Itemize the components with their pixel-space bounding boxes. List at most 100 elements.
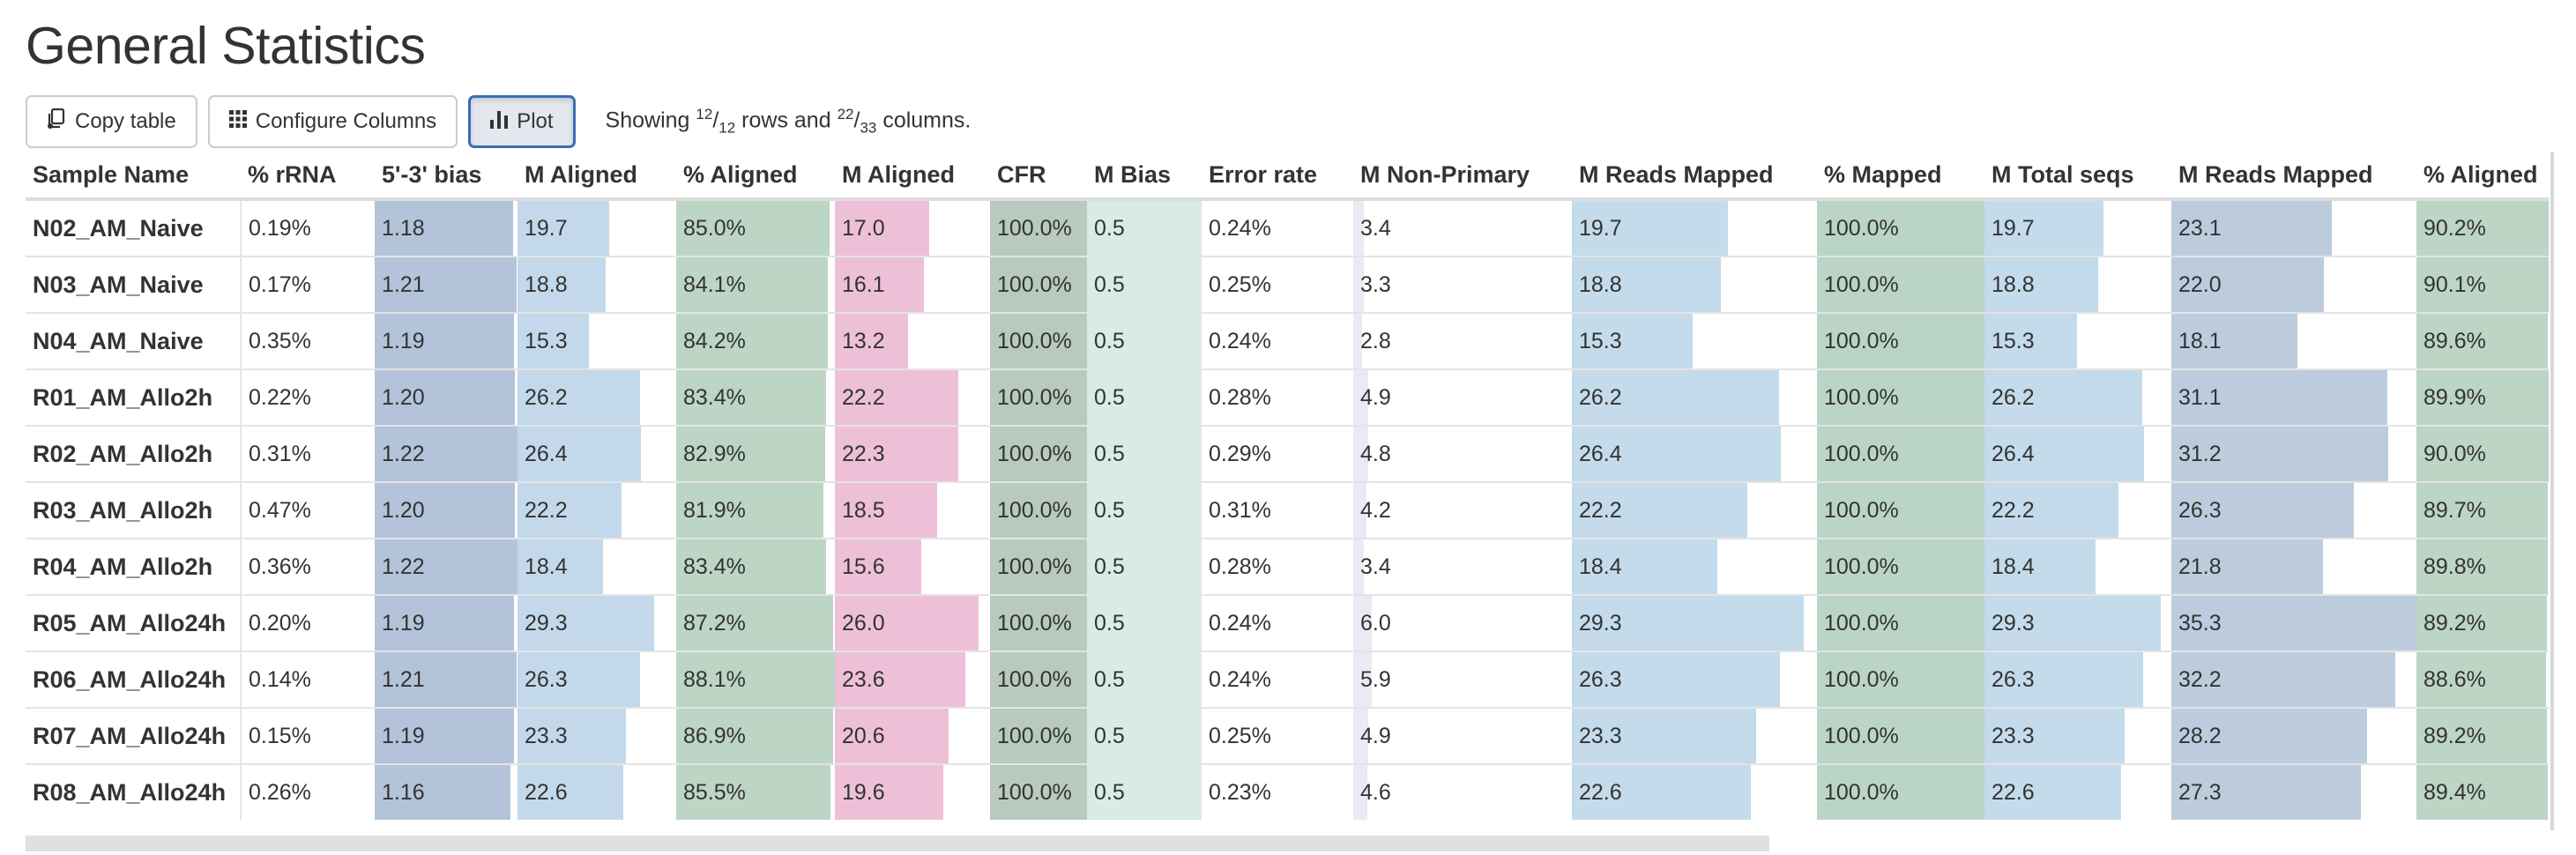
cell-value: 100.0%: [997, 779, 1072, 805]
column-header[interactable]: % Mapped: [1817, 152, 1984, 201]
sample-name-cell[interactable]: R03_AM_Allo2h: [26, 481, 242, 539]
column-header[interactable]: % Aligned: [676, 152, 835, 201]
cell-value: 22.6: [1992, 779, 2035, 805]
configure-columns-button[interactable]: Configure Columns: [207, 95, 458, 148]
value-bar: [1817, 483, 1984, 538]
table-cell: 1.22: [375, 425, 517, 482]
cell-value: 18.8: [1579, 271, 1622, 297]
cell-value: 22.2: [1992, 497, 2035, 523]
cell-value: 0.5: [1094, 497, 1125, 523]
sample-name-cell[interactable]: N02_AM_Naive: [26, 198, 242, 256]
table-cell: 22.6: [1572, 763, 1817, 820]
table-cell: 29.3: [1572, 594, 1817, 651]
vertical-scrollbar[interactable]: [2550, 152, 2554, 830]
table-cell: 0.31%: [241, 425, 375, 482]
cell-value: 0.24%: [1209, 215, 1271, 241]
cell-value: 0.47%: [249, 497, 311, 523]
table-cell: 18.8: [1984, 256, 2171, 313]
value-bar: [1572, 201, 1728, 256]
sample-name-cell[interactable]: R04_AM_Allo2h: [26, 538, 242, 595]
sample-name-cell[interactable]: N04_AM_Naive: [26, 312, 242, 369]
cell-value: 15.6: [842, 554, 885, 579]
value-bar: [835, 201, 929, 256]
value-bar: [375, 652, 517, 707]
cell-value: 84.1%: [683, 271, 746, 297]
cell-value: 23.3: [525, 723, 568, 748]
column-header[interactable]: M Aligned: [835, 152, 990, 201]
horizontal-scrollbar[interactable]: [26, 836, 1769, 851]
sample-name-cell[interactable]: R01_AM_Allo2h: [26, 368, 242, 426]
column-header[interactable]: M Reads Mapped: [2171, 152, 2416, 201]
value-bar: [1353, 257, 1364, 312]
column-header[interactable]: M Total seqs: [1984, 152, 2171, 201]
table-cell: 19.7: [517, 198, 676, 256]
column-header[interactable]: M Non-Primary: [1353, 152, 1572, 201]
value-bar: [990, 427, 1087, 481]
cell-value: 23.3: [1579, 723, 1622, 748]
cell-value: 18.4: [1579, 554, 1622, 579]
column-header[interactable]: % Aligned: [2416, 152, 2549, 201]
cell-value: 85.0%: [683, 215, 746, 241]
value-bar: [835, 370, 958, 425]
value-bar: [2171, 257, 2325, 312]
column-header[interactable]: Sample Name: [26, 152, 241, 201]
column-header[interactable]: M Bias: [1087, 152, 1202, 201]
copy-table-button[interactable]: Copy table: [26, 95, 197, 148]
value-bar: [517, 427, 641, 481]
table-cell: 26.4: [1984, 425, 2171, 482]
value-bar: [1353, 201, 1365, 256]
value-bar: [676, 427, 826, 481]
value-bar: [1572, 370, 1779, 425]
sample-name-cell[interactable]: N03_AM_Naive: [26, 256, 242, 313]
sample-name-cell[interactable]: R06_AM_Allo24h: [26, 651, 242, 708]
value-bar: [1572, 652, 1780, 707]
value-bar: [1984, 257, 2098, 312]
plot-button[interactable]: Plot: [468, 95, 576, 148]
cell-value: 18.5: [842, 497, 885, 523]
column-header[interactable]: 5'-3' bias: [375, 152, 517, 201]
cell-value: 21.8: [2178, 554, 2222, 579]
column-header[interactable]: CFR: [990, 152, 1087, 201]
table-cell: 88.1%: [676, 651, 835, 708]
table-cell: 81.9%: [676, 481, 835, 539]
column-header[interactable]: M Aligned: [517, 152, 676, 201]
table-cell: 0.14%: [241, 651, 375, 708]
table-cell: 0.5: [1087, 651, 1202, 708]
value-bar: [1817, 765, 1984, 820]
cell-value: 0.36%: [249, 554, 311, 579]
table-cell: 15.6: [835, 538, 990, 595]
table-cell: 3.4: [1353, 198, 1572, 256]
cell-value: 16.1: [842, 271, 885, 297]
cell-value: 83.4%: [683, 554, 746, 579]
table-cell: 0.5: [1087, 312, 1202, 369]
table-cell: 100.0%: [990, 368, 1087, 426]
cell-value: 4.9: [1360, 723, 1391, 748]
cell-value: 22.2: [1579, 497, 1622, 523]
cell-value: 0.5: [1094, 779, 1125, 805]
table-cell: 89.8%: [2416, 538, 2549, 595]
cell-value: 87.2%: [683, 610, 746, 636]
value-bar: [676, 596, 834, 651]
cell-value: 100.0%: [1824, 384, 1899, 410]
value-bar: [375, 539, 517, 594]
table-cell: 26.4: [517, 425, 676, 482]
sample-name-cell[interactable]: R05_AM_Allo24h: [26, 594, 242, 651]
value-bar: [676, 539, 827, 594]
cell-value: 27.3: [2178, 779, 2222, 805]
value-bar: [1087, 709, 1202, 763]
cell-value: 89.2%: [2423, 723, 2486, 748]
value-bar: [1087, 483, 1202, 538]
sample-name-cell[interactable]: R02_AM_Allo2h: [26, 425, 242, 482]
table-cell: 0.22%: [241, 368, 375, 426]
table-toolbar: Copy table Configure Columns Plot Showin…: [26, 95, 971, 148]
value-bar: [1572, 427, 1781, 481]
value-bar: [1087, 427, 1202, 481]
sample-name-cell[interactable]: R08_AM_Allo24h: [26, 763, 242, 820]
table-cell: 89.4%: [2416, 763, 2549, 820]
cell-value: 26.3: [2178, 497, 2222, 523]
sample-name-cell[interactable]: R07_AM_Allo24h: [26, 707, 242, 764]
column-header[interactable]: Error rate: [1202, 152, 1353, 201]
column-header[interactable]: M Reads Mapped: [1572, 152, 1817, 201]
column-header[interactable]: % rRNA: [241, 152, 375, 201]
value-bar: [1817, 201, 1984, 256]
